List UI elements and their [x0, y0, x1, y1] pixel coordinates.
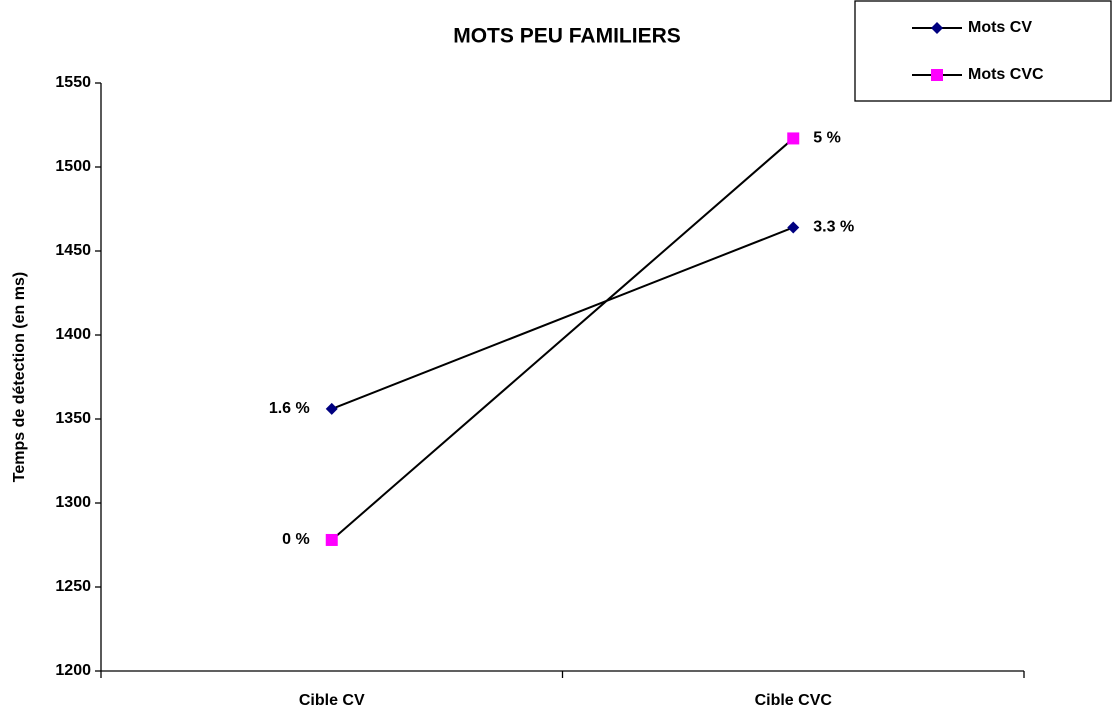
legend-label: Mots CVC	[968, 66, 1044, 83]
y-tick-label: 1550	[55, 74, 91, 91]
legend-box	[854, 0, 1112, 102]
y-tick-label: 1350	[55, 410, 91, 427]
y-tick-label: 1250	[55, 578, 91, 595]
x-tick-label: Cible CV	[299, 692, 365, 709]
marker	[931, 69, 943, 81]
marker	[787, 132, 800, 145]
y-tick-label: 1300	[55, 494, 91, 511]
x-tick-label: Cible CVC	[755, 692, 833, 709]
marker	[325, 533, 338, 546]
y-tick-label: 1200	[55, 662, 91, 679]
series-line	[331, 137, 794, 541]
marker	[325, 402, 338, 415]
point-label: 1.6 %	[269, 400, 310, 417]
marker	[931, 22, 943, 34]
y-axis-label: Temps de détection (en ms)	[11, 272, 28, 482]
point-label: 0 %	[282, 531, 310, 548]
series-line	[331, 226, 794, 410]
y-tick-label: 1400	[55, 326, 91, 343]
y-tick-label: 1500	[55, 158, 91, 175]
legend-label: Mots CV	[968, 19, 1032, 36]
point-label: 5 %	[813, 130, 841, 147]
y-tick-label: 1450	[55, 242, 91, 259]
marker	[787, 221, 800, 234]
chart-title: MOTS PEU FAMILIERS	[453, 25, 681, 48]
point-label: 3.3 %	[813, 219, 854, 236]
